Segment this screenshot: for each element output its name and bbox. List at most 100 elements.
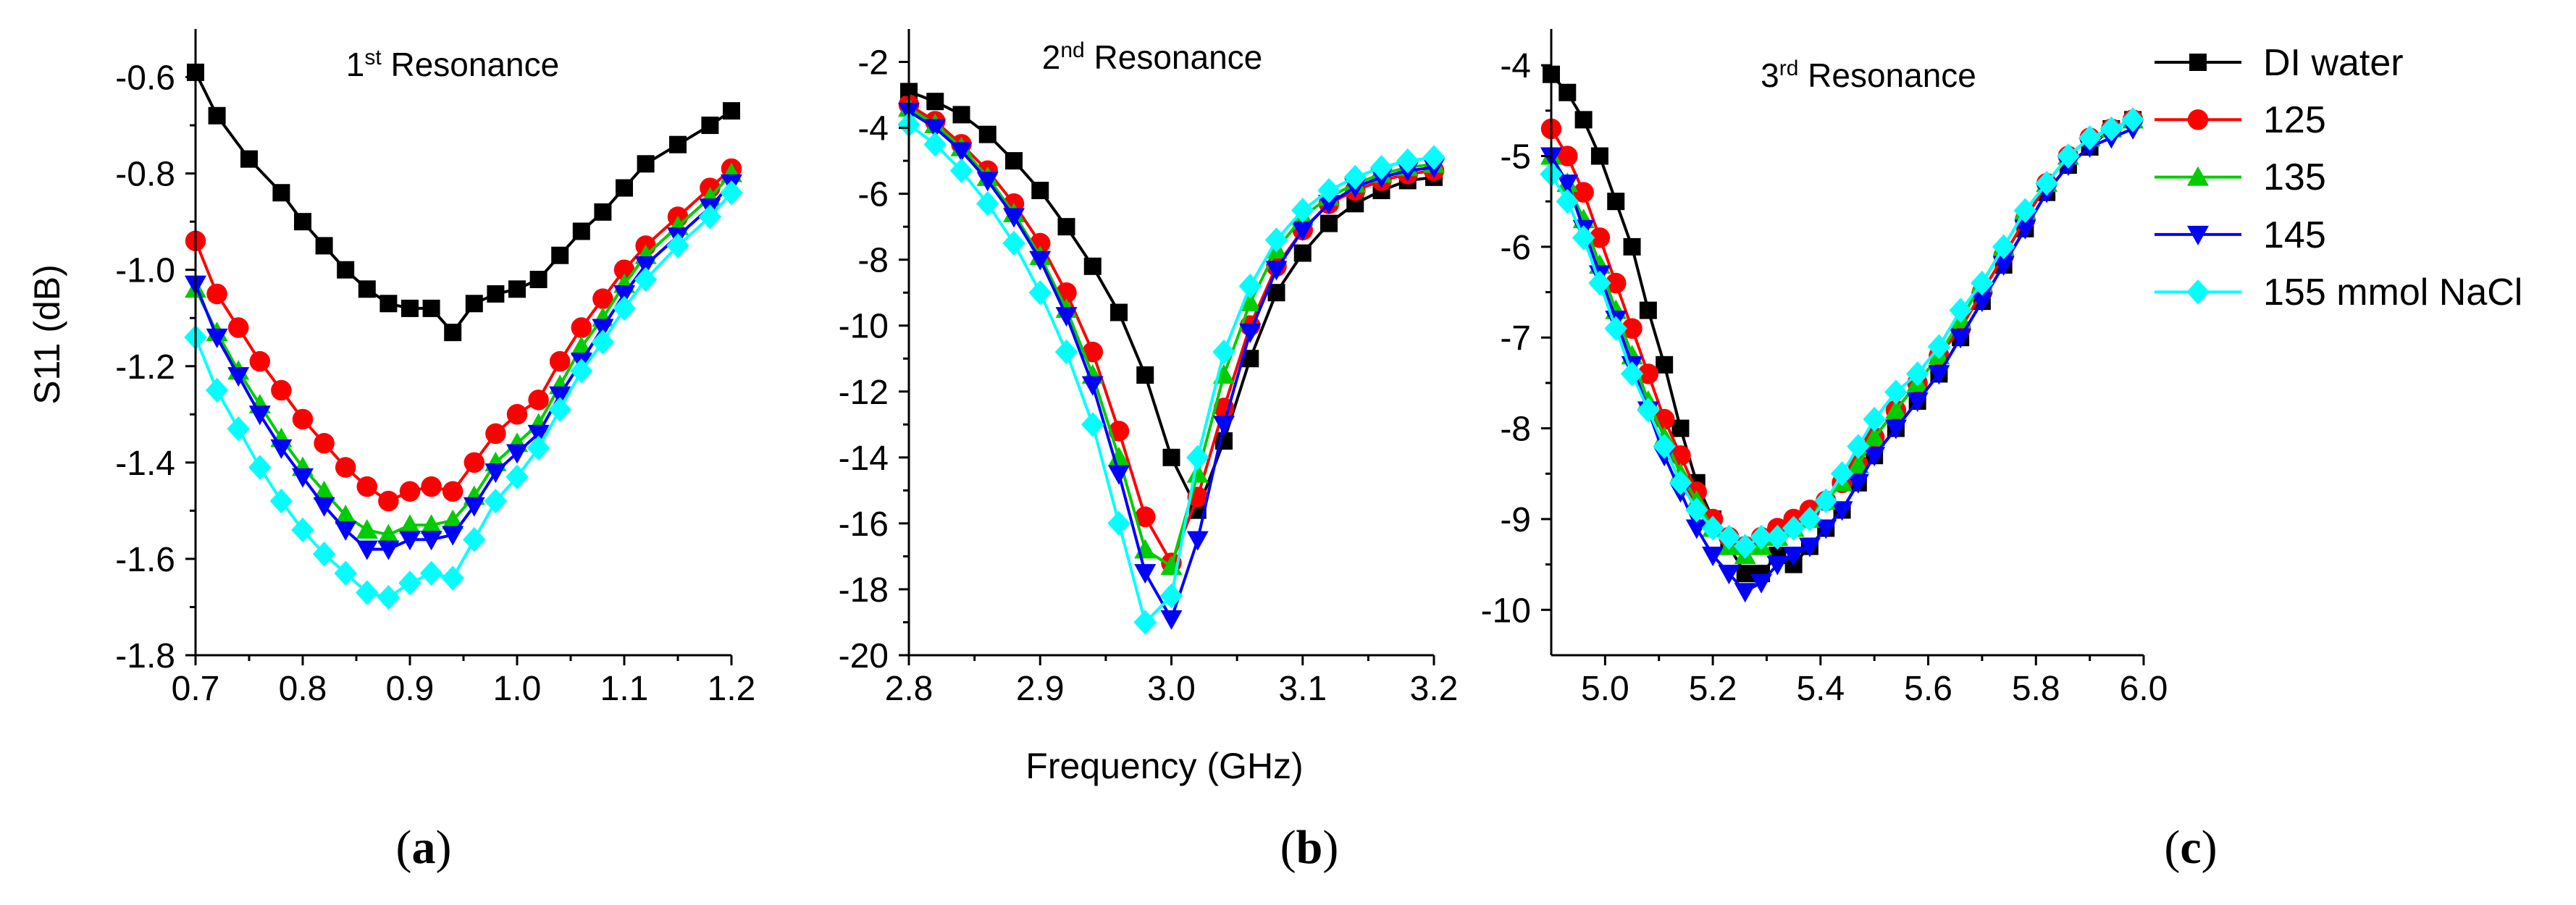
data-point [315, 237, 333, 255]
data-point [1639, 301, 1657, 319]
y-tick-label: -16 [839, 505, 889, 544]
data-point [1573, 182, 1594, 203]
data-point [399, 531, 421, 551]
data-point [313, 480, 335, 500]
data-point [420, 514, 442, 534]
y-tick-label: -0.8 [115, 156, 175, 194]
data-point [1685, 519, 1708, 539]
data-point [335, 505, 357, 525]
data-point [1798, 506, 1821, 532]
panel-a-label: (a) [396, 821, 452, 874]
data-point [1906, 392, 1929, 412]
legend-swatch [2155, 54, 2241, 71]
legend-label: 125 [2263, 99, 2326, 141]
data-point [379, 295, 398, 313]
data-point [613, 285, 635, 305]
data-point [1134, 564, 1157, 584]
data-point [1133, 610, 1157, 635]
data-point [666, 233, 689, 258]
legend-label: 145 [2263, 214, 2326, 256]
data-point [1159, 583, 1183, 609]
x-tick-label: 6.0 [2120, 670, 2168, 708]
data-point [292, 468, 314, 488]
data-point [1905, 361, 1929, 387]
data-point [248, 455, 272, 480]
data-point [571, 317, 592, 338]
series-4 [184, 180, 743, 610]
legend-label: DI water [2263, 42, 2404, 84]
panel-b-label: (b) [1280, 821, 1339, 874]
legend-label: 155 mmol NaCl [2263, 272, 2522, 313]
data-point [292, 408, 314, 430]
data-point [1110, 303, 1128, 321]
x-tick-label: 5.4 [1796, 670, 1845, 708]
data-point [2014, 219, 2036, 240]
data-point [1607, 193, 1625, 211]
data-point [526, 435, 550, 461]
series-1 [898, 94, 1445, 573]
series-1 [185, 158, 742, 512]
data-point [227, 416, 250, 442]
data-point [1002, 230, 1025, 256]
legend-label: 135 [2263, 156, 2326, 198]
data-point [1702, 547, 1724, 567]
data-point [334, 560, 357, 586]
data-point [270, 439, 293, 459]
x-tick-label: 3.2 [1410, 670, 1459, 708]
data-point [1239, 291, 1262, 311]
y-tick-label: -1.0 [115, 252, 175, 290]
x-tick-label: 5.2 [1689, 670, 1737, 708]
data-point [377, 523, 400, 544]
y-tick-label: -4 [857, 110, 889, 148]
data-point [1136, 366, 1154, 384]
data-point [1847, 453, 1869, 473]
data-point [669, 135, 687, 153]
data-point [1798, 537, 1821, 557]
data-point [976, 191, 999, 216]
data-point [1884, 379, 1908, 405]
data-point [926, 93, 944, 111]
data-point [248, 405, 271, 426]
data-point [1588, 270, 1611, 296]
x-tick-label: 0.9 [386, 670, 435, 708]
data-point [356, 476, 378, 497]
data-point [1186, 445, 1209, 471]
data-point [1212, 339, 1235, 365]
data-point [485, 423, 506, 445]
data-point [1589, 227, 1611, 248]
data-point [1186, 463, 1209, 483]
legend-swatch [2155, 166, 2241, 186]
series-2 [185, 162, 742, 544]
data-point [1815, 519, 1837, 539]
data-point [1971, 270, 1994, 296]
data-point [1605, 272, 1627, 294]
x-tick-label: 0.7 [172, 670, 220, 708]
data-point [1863, 406, 1886, 432]
data-point [442, 481, 463, 502]
data-point [1830, 461, 1854, 487]
data-point [269, 488, 293, 514]
data-point [2121, 107, 2144, 132]
panel-a: 1st Resonance S11 (dB) (a) 0.7 0.8 0.9 1.0 1… [27, 29, 755, 874]
data-point [1671, 419, 1690, 437]
data-point [1782, 547, 1805, 567]
y-tick-label: -1.6 [115, 541, 175, 579]
data-point [398, 570, 421, 596]
y-tick-label: -8 [1500, 411, 1531, 449]
data-point [1831, 501, 1853, 521]
panel-b: 2nd Resonance Frequency (GHz) (b) 2.8 2.9… [839, 29, 1459, 874]
data-point [206, 328, 228, 348]
y-tick-label: -6 [857, 176, 889, 214]
series-2 [898, 97, 1445, 576]
x-tick-label: 1.0 [493, 670, 542, 708]
data-point [312, 542, 336, 567]
data-point [2078, 125, 2102, 151]
data-point [1750, 573, 1773, 594]
data-point [1621, 318, 1642, 339]
data-point [527, 424, 550, 445]
data-point [249, 350, 271, 372]
data-point [698, 204, 722, 230]
series-line [908, 90, 1435, 514]
data-point [314, 432, 335, 454]
